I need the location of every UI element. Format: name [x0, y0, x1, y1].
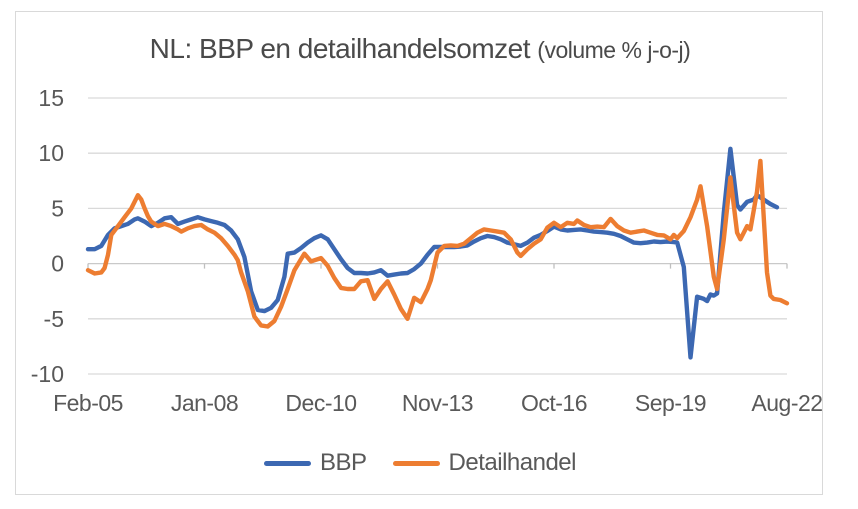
- detailhandel-line: [85, 158, 790, 329]
- bbp-line-swatch: [264, 460, 312, 466]
- x-axis-tick-label: Feb-05: [53, 390, 123, 416]
- y-axis-tick-label: 15: [38, 85, 64, 111]
- chart-title-subtitle: (volume % j-o-j): [537, 37, 691, 63]
- chart-title-main: NL: BBP en detailhandelsomzet: [149, 33, 531, 64]
- chart-title: NL: BBP en detailhandelsomzet (volume % …: [15, 33, 825, 66]
- detailhandel-line-swatch: [392, 460, 440, 466]
- y-axis-tick-label: 10: [38, 140, 64, 166]
- y-axis-tick-label: 5: [51, 195, 64, 221]
- chart-frame: [15, 11, 823, 495]
- y-axis-tick-label: -5: [44, 306, 64, 332]
- x-axis-tick-label: Nov-13: [402, 390, 473, 416]
- chart-legend: BBP Detailhandel: [15, 447, 825, 479]
- x-axis-tick-label: Dec-10: [285, 390, 356, 416]
- bbp-line: [85, 146, 780, 360]
- x-axis-tick-label: Oct-16: [521, 390, 587, 416]
- x-axis-tick-label: Aug-22: [751, 390, 822, 416]
- legend-label-detailhandel: Detailhandel: [448, 449, 577, 476]
- x-axis-tick-label: Sep-19: [635, 390, 706, 416]
- y-axis-tick-label: 0: [51, 251, 64, 277]
- legend-item-detailhandel: Detailhandel: [392, 449, 577, 477]
- y-axis-tick-label: -10: [31, 361, 64, 387]
- legend-item-bbp: BBP: [264, 449, 367, 477]
- legend-label-bbp: BBP: [320, 449, 367, 476]
- x-axis-tick-label: Jan-08: [171, 390, 238, 416]
